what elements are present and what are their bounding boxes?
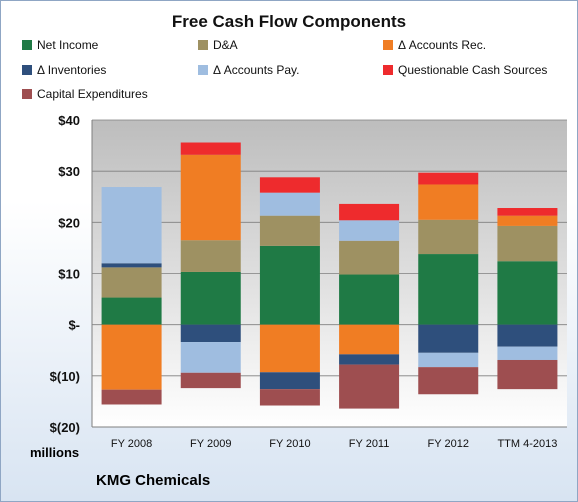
- bar-segment: [101, 324, 162, 390]
- company-name: KMG Chemicals: [96, 472, 211, 489]
- bar-segment: [339, 203, 400, 221]
- legend-swatch: [22, 40, 32, 50]
- legend-label: Δ Inventories: [37, 63, 107, 77]
- legend-label: D&A: [213, 38, 238, 52]
- legend-entry: D&A: [198, 38, 238, 52]
- legend-entry: Capital Expenditures: [22, 87, 148, 101]
- bar-segment: [497, 208, 558, 216]
- legend-entry: Δ Inventories: [22, 63, 106, 77]
- x-tick-label: FY 2009: [190, 438, 231, 450]
- chart-title: Free Cash Flow Components: [171, 12, 407, 31]
- bar-segment: [101, 297, 162, 325]
- bar-segment: [497, 324, 558, 347]
- bar-segment: [418, 352, 479, 368]
- y-tick-label: $20: [58, 215, 80, 230]
- y-tick-label: $(20): [50, 420, 80, 435]
- bar-segment: [497, 359, 558, 390]
- legend: Net Income D&A Δ Accounts Rec. Δ Inventorie…: [0, 36, 578, 106]
- legend-swatch: [198, 40, 208, 50]
- legend-entry: Net Income: [22, 38, 98, 52]
- x-tick-label: TTM 4-2013: [497, 438, 557, 450]
- bar-segment: [339, 240, 400, 275]
- bar-segment: [418, 172, 479, 185]
- legend-swatch: [198, 65, 208, 75]
- x-tick-label: FY 2011: [349, 438, 390, 450]
- x-tick-label: FY 2012: [428, 438, 469, 450]
- bar-segment: [180, 240, 241, 272]
- bar-segment: [259, 177, 320, 193]
- bar-segment: [339, 324, 400, 355]
- legend-label: Δ Accounts Rec.: [398, 38, 487, 52]
- legend-swatch: [22, 65, 32, 75]
- legend-label: Capital Expenditures: [37, 87, 148, 101]
- legend-entry: Δ Accounts Pay.: [198, 63, 300, 77]
- bar-segment: [180, 142, 241, 155]
- bar-segment: [259, 192, 320, 216]
- legend-label: Δ Accounts Pay.: [213, 63, 300, 77]
- bar-segment: [101, 187, 162, 264]
- bar-segment: [497, 215, 558, 226]
- y-axis-label: millions: [30, 445, 79, 460]
- legend-entry: Questionable Cash Sources: [383, 63, 547, 77]
- bar-segment: [339, 364, 400, 409]
- y-tick-label: $30: [58, 164, 80, 179]
- bar-segment: [101, 263, 162, 268]
- legend-swatch: [383, 65, 393, 75]
- x-tick-label: FY 2010: [269, 438, 310, 450]
- bar-segment: [259, 389, 320, 406]
- y-tick-label: $10: [58, 267, 80, 282]
- bar-segment: [418, 184, 479, 220]
- y-tick-label: $(10): [50, 369, 80, 384]
- bar-segment: [497, 346, 558, 360]
- bar-segment: [259, 215, 320, 246]
- bar-segment: [101, 267, 162, 298]
- bar-segment: [259, 324, 320, 373]
- bar-segment: [418, 367, 479, 395]
- bar-segment: [180, 271, 241, 325]
- legend-swatch: [22, 89, 32, 99]
- legend-label: Net Income: [37, 38, 99, 52]
- bar-segment: [259, 245, 320, 325]
- bar-segment: [418, 254, 479, 325]
- y-tick-label: $-: [68, 318, 80, 333]
- bar-segment: [497, 225, 558, 262]
- bar-segment: [339, 220, 400, 241]
- bar-segment: [497, 261, 558, 325]
- bar-segment: [418, 219, 479, 255]
- bar-segment: [418, 324, 479, 353]
- bar-segment: [339, 354, 400, 365]
- bar-segment: [180, 342, 241, 373]
- y-tick-label: $40: [58, 113, 80, 128]
- legend-swatch: [383, 40, 393, 50]
- x-tick-label: FY 2008: [111, 438, 152, 450]
- bar-segment: [101, 389, 162, 405]
- legend-label: Questionable Cash Sources: [398, 63, 548, 77]
- bar-segment: [180, 372, 241, 389]
- legend-entry: Δ Accounts Rec.: [383, 38, 486, 52]
- bar-segment: [339, 274, 400, 325]
- bar-segment: [180, 154, 241, 241]
- bar-segment: [259, 372, 320, 390]
- bar-segment: [180, 324, 241, 343]
